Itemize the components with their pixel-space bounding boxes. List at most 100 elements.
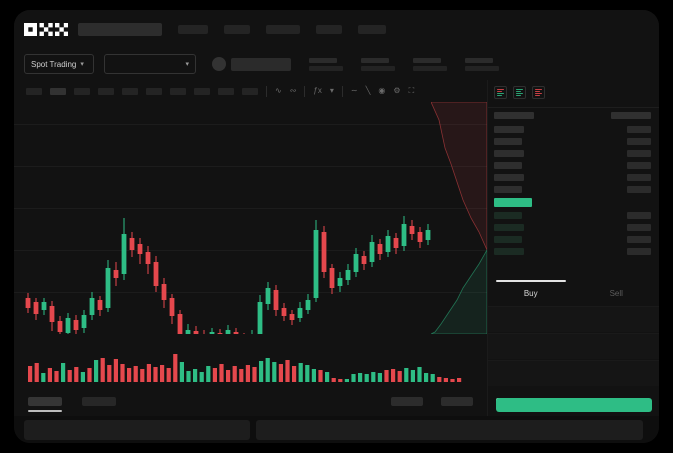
gridline-3 [14,250,487,251]
ruler-icon[interactable]: ╲ [365,86,371,95]
bids-only-icon[interactable] [513,86,526,99]
timeframe-6[interactable] [170,87,186,95]
chevron-down-icon[interactable]: ▾ [329,86,334,95]
wave-icon[interactable]: ∼ [350,86,358,95]
bid-row-1-price [494,224,524,231]
nav-item-0[interactable] [178,24,208,34]
volume-bar-33 [245,365,250,382]
active-tab-underline [28,409,62,412]
volume-bar-18 [146,364,151,382]
orders-control-1[interactable] [441,396,473,406]
volume-bar-47 [338,379,343,382]
volume-bar-1 [34,363,39,382]
orders-tab-1[interactable] [82,396,116,406]
volume-bar-32 [239,369,244,382]
mode-line [535,89,542,90]
candle-body-13 [129,238,135,250]
both-icon[interactable] [494,86,507,99]
volume-histogram[interactable] [14,334,487,386]
bottom-panel-0[interactable] [24,419,250,440]
orders-control-0[interactable] [391,396,423,406]
line-chart-icon[interactable]: ∾ [289,86,297,95]
volume-bar-60 [424,373,429,382]
volume-bar-64 [450,379,455,382]
order-field-1[interactable] [488,333,659,359]
tab-sell-label: Sell [609,288,623,298]
fullscreen-icon[interactable]: ⛶ [408,86,415,95]
candlestick-series [25,216,431,334]
camera-icon[interactable]: ◉ [378,86,386,95]
timeframe-3[interactable] [98,87,114,95]
submit-order-button[interactable] [496,398,652,412]
stat-label [309,57,337,63]
candlestick-chart[interactable] [14,102,487,334]
gridline-2 [14,208,487,209]
mode-line [535,91,540,92]
candle-body-19 [177,314,183,334]
stat-label [361,57,389,63]
chart-toolbar: ∿ ∾ ƒx ▾ ∼ ╲ ◉ ⚙ ⛶ [14,80,487,102]
stat-value [309,65,343,71]
volume-bar-6 [67,370,72,382]
nav-item-4[interactable] [358,24,386,34]
settings-gear-icon[interactable]: ⚙ [393,86,401,95]
nav-item-2[interactable] [266,24,300,34]
market-stat-1 [361,57,395,71]
volume-bar-46 [331,378,336,382]
active-tab-underline [496,280,566,282]
timeframe-9[interactable] [242,87,258,95]
volume-bar-21 [166,368,171,382]
candle-body-8 [89,298,95,315]
mode-line [497,95,502,96]
indicators-icon[interactable]: ƒx [313,86,322,95]
okx-logo[interactable] [24,22,68,36]
volume-bar-19 [153,367,158,382]
timeframe-4[interactable] [122,87,138,95]
candle-body-42 [361,256,367,264]
toolbar-divider [266,85,267,97]
volume-bar-29 [219,364,224,382]
volume-bar-8 [80,372,85,382]
volume-bar-27 [206,366,211,382]
volume-bar-2 [41,373,46,382]
nav-item-3[interactable] [316,24,342,34]
spot-trading-dropdown[interactable]: Spot Trading ▾ [24,54,94,74]
timeframe-7[interactable] [194,87,210,95]
volume-bar-55 [391,369,396,382]
candle-body-1 [33,302,39,314]
order-field-2[interactable] [488,360,659,386]
volume-bar-36 [265,358,270,382]
candle-body-3 [49,306,55,322]
trading-pair-dropdown[interactable]: ▾ [104,54,196,74]
spot-trading-label: Spot Trading [31,59,77,69]
ask-row-2-amount [627,150,651,157]
bottom-panel-1[interactable] [256,419,643,440]
okx-logo-icon [24,22,68,36]
order-field-0[interactable] [488,306,659,332]
candlestick-chart-icon[interactable]: ∿ [275,86,282,95]
candle-body-48 [409,226,415,234]
volume-bar-62 [437,377,442,382]
timeframe-2[interactable] [74,87,90,95]
timeframe-0[interactable] [26,87,42,95]
search-input[interactable] [78,22,162,36]
bid-row-0-price [494,212,522,219]
timeframe-8[interactable] [218,87,234,95]
ask-row-2-price [494,150,524,157]
timeframe-1[interactable] [50,87,66,95]
depth-chart-overlay [431,102,487,334]
candle-body-36 [313,230,319,298]
tab-buy-label: Buy [523,288,538,298]
order-book[interactable] [488,110,659,260]
last-price-row-price [494,198,532,207]
asks-only-icon[interactable] [532,86,545,99]
orders-tab-controls [391,396,473,406]
tab-buy[interactable]: Buy [488,280,574,306]
stat-value [361,65,395,71]
orders-tab-0[interactable] [28,396,62,412]
candle-body-21 [193,331,199,334]
ask-row-4-amount [627,174,651,181]
nav-item-1[interactable] [224,24,250,34]
timeframe-5[interactable] [146,87,162,95]
tab-sell[interactable]: Sell [574,280,660,306]
